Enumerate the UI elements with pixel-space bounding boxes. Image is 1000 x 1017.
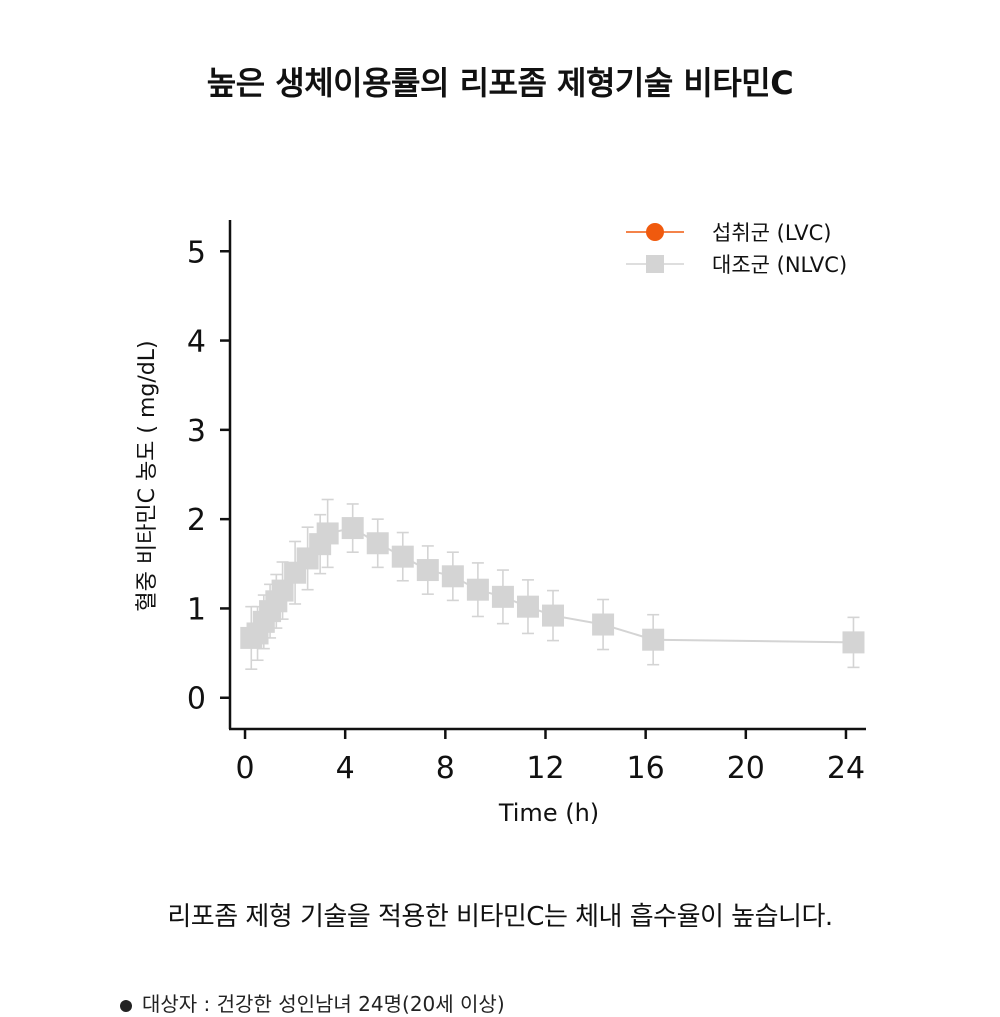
x-tick-label: 20 bbox=[727, 751, 765, 786]
x-tick-label: 16 bbox=[627, 751, 665, 786]
x-tick-label: 4 bbox=[336, 751, 355, 786]
x-tick-label: 24 bbox=[827, 751, 865, 786]
data-point bbox=[592, 613, 615, 636]
y-tick-label: 0 bbox=[187, 682, 206, 717]
footnote-bullet-icon bbox=[120, 999, 132, 1012]
series-nlvc bbox=[240, 498, 865, 670]
data-point bbox=[466, 578, 489, 601]
y-ticks: 0 1 2 3 4 5 bbox=[187, 235, 230, 717]
data-point bbox=[416, 559, 439, 582]
footnote: 대상자 : 건강한 성인남녀 24명(20세 이상) bbox=[120, 988, 505, 1017]
x-ticks: 0 4 8 12 16 20 24 bbox=[235, 729, 865, 786]
data-point bbox=[341, 517, 364, 540]
chart-axes bbox=[228, 220, 866, 731]
legend-item-lvc: 섭취군 (LVC) bbox=[626, 221, 831, 245]
x-axis-label: Time (h) bbox=[498, 799, 599, 827]
legend-item-nlvc: 대조군 (NLVC) bbox=[626, 253, 847, 277]
y-tick-label: 4 bbox=[187, 325, 206, 360]
chart-caption: 리포좀 제형 기술을 적용한 비타민C는 체내 흡수율이 높습니다. bbox=[167, 902, 833, 932]
x-tick-label: 12 bbox=[526, 751, 564, 786]
legend-label-nlvc: 대조군 (NLVC) bbox=[712, 253, 847, 277]
data-point bbox=[516, 595, 539, 618]
data-point bbox=[542, 604, 565, 627]
data-point bbox=[316, 522, 339, 545]
y-tick-label: 5 bbox=[187, 235, 206, 270]
footnote-text: 대상자 : 건강한 성인남녀 24명(20세 이상) bbox=[142, 992, 505, 1016]
plot-area bbox=[240, 498, 865, 670]
data-point bbox=[642, 628, 665, 651]
data-point bbox=[271, 579, 294, 602]
legend-marker-nlvc bbox=[646, 255, 664, 273]
data-point bbox=[391, 545, 414, 568]
y-tick-label: 2 bbox=[187, 503, 206, 538]
legend: 섭취군 (LVC) 대조군 (NLVC) bbox=[626, 221, 847, 277]
x-tick-label: 8 bbox=[436, 751, 455, 786]
y-axis-label: 혈중 비타민C 농도 ( mg/dL) bbox=[135, 340, 160, 611]
data-point bbox=[441, 565, 464, 588]
legend-marker-lvc bbox=[646, 223, 664, 241]
y-tick-label: 1 bbox=[187, 592, 206, 627]
page-title: 높은 생체이용률의 리포좀 제형기술 비타민C bbox=[206, 64, 794, 102]
y-tick-label: 3 bbox=[187, 414, 206, 449]
x-tick-label: 0 bbox=[235, 751, 254, 786]
data-point bbox=[366, 532, 389, 555]
legend-label-lvc: 섭취군 (LVC) bbox=[712, 221, 831, 245]
data-point bbox=[491, 585, 514, 608]
data-point bbox=[842, 631, 865, 654]
